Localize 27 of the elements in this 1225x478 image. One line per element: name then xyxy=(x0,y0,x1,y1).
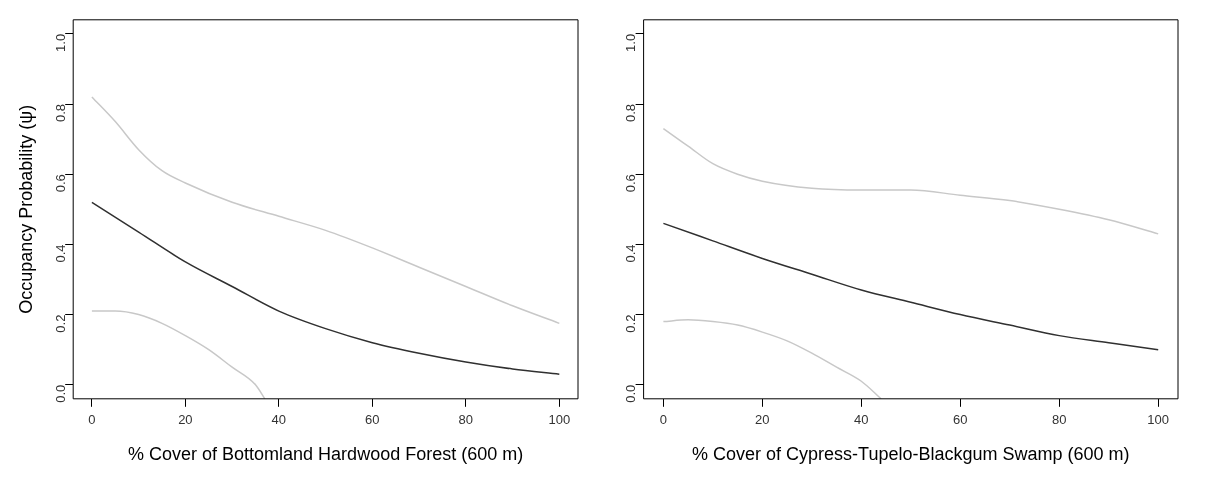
x-axis-title: % Cover of Cypress-Tupelo-Blackgum Swamp (600 m) xyxy=(692,444,1130,465)
y-tick-label: 0.6 xyxy=(52,174,68,193)
x-tick-label: 20 xyxy=(178,412,193,428)
x-tick-label: 40 xyxy=(271,412,287,428)
y-tick-label: 0.6 xyxy=(623,174,639,193)
y-tick-label: 0.2 xyxy=(623,314,639,333)
y-tick-label: 0.4 xyxy=(52,244,68,263)
x-tick-label: 100 xyxy=(548,412,571,428)
y-tick-label: 0.2 xyxy=(52,314,68,333)
y-tick-label: 0.8 xyxy=(623,104,639,123)
y-tick-label: 1.0 xyxy=(52,33,68,52)
y-tick-label: 0.8 xyxy=(52,104,68,123)
x-tick-label: 60 xyxy=(953,412,968,428)
y-tick-label: 0.4 xyxy=(623,244,639,263)
x-tick-label: 20 xyxy=(755,412,770,428)
x-axis-title: % Cover of Bottomland Hardwood Forest (600 m) xyxy=(128,444,524,465)
x-tick-label: 0 xyxy=(88,412,96,428)
y-axis-title: Occupancy Probability (ψ) xyxy=(15,104,36,314)
x-tick-label: 60 xyxy=(365,412,380,428)
y-tick-label: 0.0 xyxy=(52,384,68,403)
x-tick-label: 80 xyxy=(1052,412,1067,428)
x-tick-label: 80 xyxy=(458,412,474,428)
x-tick-label: 0 xyxy=(659,412,668,428)
x-tick-label: 100 xyxy=(1147,412,1170,428)
y-tick-label: 0.0 xyxy=(623,384,639,403)
x-tick-label: 40 xyxy=(854,412,869,428)
y-tick-label: 1.0 xyxy=(623,33,639,52)
